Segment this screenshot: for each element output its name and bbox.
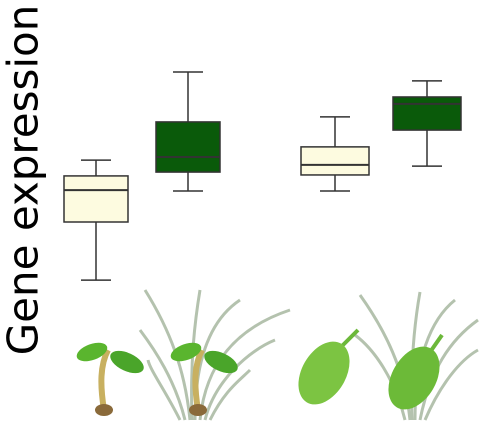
box	[300, 146, 370, 176]
y-axis-label: Gene expression	[0, 5, 48, 356]
seed-pod	[388, 333, 444, 410]
box	[392, 96, 462, 131]
illustrations	[76, 289, 479, 421]
box	[63, 175, 129, 223]
box	[155, 121, 221, 173]
seedling	[76, 342, 144, 416]
seedling	[170, 342, 238, 416]
seed-pod	[298, 328, 360, 405]
